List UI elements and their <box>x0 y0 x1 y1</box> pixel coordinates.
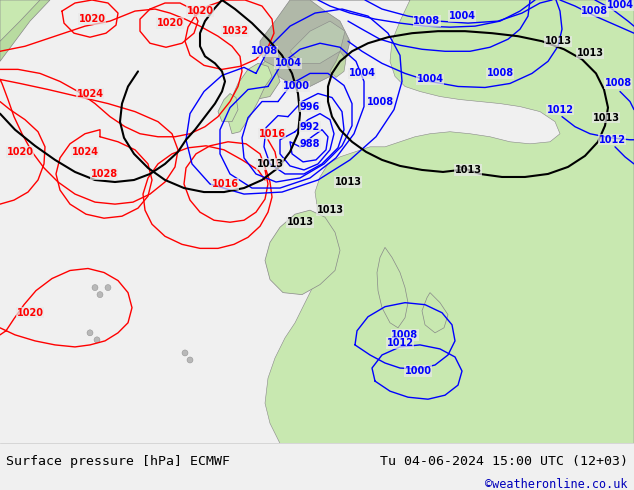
Circle shape <box>87 330 93 336</box>
Circle shape <box>92 285 98 291</box>
Text: Surface pressure [hPa] ECMWF: Surface pressure [hPa] ECMWF <box>6 455 230 467</box>
Text: 1024: 1024 <box>72 147 98 157</box>
Text: 1020: 1020 <box>16 308 44 318</box>
Text: 1008: 1008 <box>250 46 278 56</box>
Text: 1013: 1013 <box>593 113 619 122</box>
Text: 1004: 1004 <box>448 11 476 21</box>
Text: 1012: 1012 <box>598 135 626 145</box>
Text: 1008: 1008 <box>413 16 441 26</box>
Text: 1016: 1016 <box>259 129 285 139</box>
Text: 1013: 1013 <box>335 177 361 187</box>
Polygon shape <box>228 63 272 134</box>
Text: 1008: 1008 <box>486 69 514 78</box>
Text: 1008: 1008 <box>581 6 609 16</box>
Text: 1028: 1028 <box>91 169 117 179</box>
Polygon shape <box>290 21 345 63</box>
Text: 1008: 1008 <box>366 97 394 106</box>
Text: 1020: 1020 <box>186 6 214 16</box>
Text: 1016: 1016 <box>212 179 238 189</box>
Circle shape <box>187 357 193 363</box>
Text: 1000: 1000 <box>283 81 309 92</box>
Polygon shape <box>377 247 408 328</box>
Polygon shape <box>260 0 350 86</box>
Text: 1008: 1008 <box>604 78 631 89</box>
Text: 1004: 1004 <box>607 0 633 10</box>
Circle shape <box>94 337 100 343</box>
Text: 1004: 1004 <box>417 74 444 84</box>
Text: 1000: 1000 <box>404 366 432 376</box>
Text: 1013: 1013 <box>576 49 604 58</box>
Text: 1013: 1013 <box>545 36 571 46</box>
Text: 988: 988 <box>300 139 320 149</box>
Text: 1012: 1012 <box>547 104 574 115</box>
Text: 996: 996 <box>300 101 320 112</box>
Polygon shape <box>0 0 50 61</box>
Text: 1012: 1012 <box>387 338 413 348</box>
Polygon shape <box>265 210 340 294</box>
Text: 1004: 1004 <box>275 58 302 68</box>
Text: Tu 04-06-2024 15:00 UTC (12+03): Tu 04-06-2024 15:00 UTC (12+03) <box>380 455 628 467</box>
Text: 1013: 1013 <box>316 205 344 215</box>
Text: 1020: 1020 <box>6 147 34 157</box>
Text: 1013: 1013 <box>287 217 313 227</box>
Text: 1004: 1004 <box>349 69 375 78</box>
Text: 992: 992 <box>300 122 320 132</box>
Circle shape <box>105 285 111 291</box>
Polygon shape <box>265 0 634 443</box>
Text: 1013: 1013 <box>455 165 481 175</box>
Circle shape <box>182 350 188 356</box>
Text: 1024: 1024 <box>77 89 103 98</box>
Polygon shape <box>218 94 238 122</box>
Text: ©weatheronline.co.uk: ©weatheronline.co.uk <box>485 478 628 490</box>
Text: 1020: 1020 <box>157 18 183 28</box>
Text: 1013: 1013 <box>257 159 283 169</box>
Text: 1032: 1032 <box>221 26 249 36</box>
Polygon shape <box>0 0 40 41</box>
Polygon shape <box>422 293 448 333</box>
Text: 1020: 1020 <box>79 14 105 24</box>
Circle shape <box>97 292 103 297</box>
Polygon shape <box>245 61 280 99</box>
Polygon shape <box>330 51 346 77</box>
Text: 1008: 1008 <box>391 330 418 340</box>
